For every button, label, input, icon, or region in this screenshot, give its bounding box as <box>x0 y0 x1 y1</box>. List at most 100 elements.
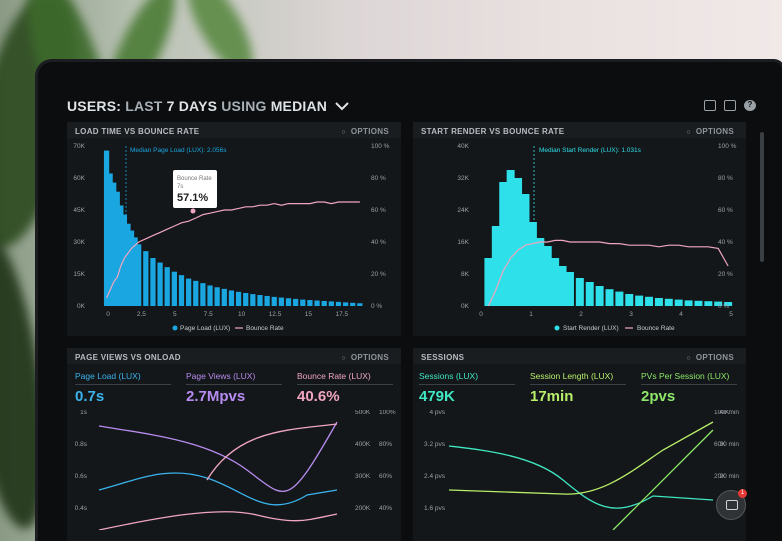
axis-tick-label: 200K <box>355 505 371 512</box>
axis-tick-label: 500K <box>355 410 371 416</box>
page-views-panel: PAGE VIEWS VS ONLOAD OPTIONS Page Load (… <box>67 348 401 541</box>
tooltip-sub: 7s <box>177 184 183 190</box>
chart-bar <box>314 300 320 306</box>
chart-bar <box>107 173 113 306</box>
axis-tick-label: 2.4 pvs <box>424 473 446 480</box>
axis-tick-label: 0K <box>77 303 86 310</box>
metric-value: 40.6% <box>297 388 340 405</box>
chart-bar <box>645 296 654 306</box>
chart-bar <box>136 244 142 306</box>
legend-bar: Start Render (LUX) <box>563 325 619 332</box>
chart-bar <box>654 298 663 306</box>
axis-tick-label: 100 % <box>371 143 390 150</box>
chart-bar <box>114 191 120 306</box>
chart-bar <box>121 214 128 306</box>
chart-bar <box>200 283 206 306</box>
chart-bar <box>694 300 703 306</box>
chart-bar <box>128 230 135 306</box>
chart-bar <box>521 194 530 306</box>
chart-bar <box>585 282 594 306</box>
header-icons: ? <box>704 100 756 111</box>
chart-bar <box>714 301 723 306</box>
chart-bar <box>150 258 156 306</box>
monitor-icon[interactable] <box>704 100 716 111</box>
axis-tick-label: 100K <box>714 410 730 416</box>
load-time-chart: Median Page Load (LUX): 2.056s Bounce Ra… <box>73 143 390 332</box>
options-button[interactable]: OPTIONS <box>341 353 389 362</box>
page-title[interactable]: USERS: LAST 7 DAYS USING MEDIAN <box>67 98 349 114</box>
chevron-down-icon[interactable] <box>335 98 349 114</box>
chart-bar <box>132 237 138 306</box>
tooltip: Bounce Rate 7s 57.1% <box>173 170 217 214</box>
chart-bar <box>625 294 634 306</box>
axis-tick-label: 4 <box>679 311 683 318</box>
title-using: USING <box>221 98 267 114</box>
axis-tick-label: 10 <box>238 311 246 318</box>
axis-tick-label: 60K <box>714 441 726 448</box>
chart-bar <box>111 182 117 306</box>
chart-bar <box>350 302 356 306</box>
metric-value: 0.7s <box>75 388 105 405</box>
chart-bar <box>257 295 263 306</box>
start-render-panel: START RENDER VS BOUNCE RATE OPTIONS Medi… <box>413 122 746 336</box>
chart-bar <box>321 300 327 306</box>
axis-tick-label: 5 <box>729 311 733 318</box>
chart-bar <box>684 300 693 306</box>
chart-bar <box>491 226 500 306</box>
legend: Start Render (LUX) Bounce Rate <box>554 325 675 332</box>
panel-title: PAGE VIEWS VS ONLOAD <box>75 353 181 362</box>
chart-bar <box>342 302 349 306</box>
sessions-chart: 4 pvs 3.2 pvs 2.4 pvs 1.6 pvs 100K 60K 20K 40 m… <box>424 410 739 530</box>
chart-bar <box>724 302 733 306</box>
load-time-panel: LOAD TIME VS BOUNCE RATE OPTIONS Median … <box>67 122 401 336</box>
chart-bar <box>235 291 242 306</box>
chat-button[interactable]: 1 <box>716 489 747 520</box>
options-button[interactable]: OPTIONS <box>686 353 734 362</box>
chart-bar <box>125 223 131 306</box>
metric-label: PVs Per Session (LUX) <box>641 371 730 381</box>
title-last: LAST <box>125 98 163 114</box>
chart-bar <box>207 285 213 306</box>
axis-tick-label: 17.5 <box>335 311 348 318</box>
metric-value: 479K <box>419 388 455 405</box>
chart-bar <box>551 258 560 306</box>
panel-title: START RENDER VS BOUNCE RATE <box>421 127 565 136</box>
chart-bar <box>157 262 163 306</box>
chart-bar <box>250 294 256 306</box>
legend-bar: Page Load (LUX) <box>180 325 230 332</box>
axis-tick-label: 400K <box>355 441 371 448</box>
chart-bar <box>536 238 545 306</box>
axis-tick-label: 80 % <box>718 175 733 182</box>
chart-bar <box>214 287 220 306</box>
axis-tick-label: 100% <box>379 410 396 416</box>
chart-bar <box>300 299 306 306</box>
chart-bar <box>278 297 284 306</box>
chart-bar <box>514 178 523 306</box>
axis-tick-label: 0K <box>461 303 470 310</box>
scrollbar[interactable] <box>760 132 764 262</box>
axis-tick-label: 16K <box>457 239 469 246</box>
axis-tick-label: 20 min <box>719 473 739 480</box>
axis-tick-label: 30 min <box>719 441 739 448</box>
chart-bar <box>615 291 624 306</box>
chart-bar <box>307 300 313 306</box>
chart-bar <box>103 150 110 306</box>
help-icon[interactable]: ? <box>744 100 756 111</box>
options-button[interactable]: OPTIONS <box>341 127 389 136</box>
axis-tick-label: 1s <box>80 410 88 416</box>
axis-tick-label: 2.5 <box>137 311 146 318</box>
export-icon[interactable] <box>724 100 736 111</box>
chart-bar <box>664 298 673 306</box>
axis-tick-label: 60 % <box>718 207 733 214</box>
options-button[interactable]: OPTIONS <box>686 127 734 136</box>
metric-label: Bounce Rate (LUX) <box>297 371 371 381</box>
chart-bar <box>565 272 574 306</box>
chart-bar <box>143 251 149 306</box>
median-marker-label: Median Start Render (LUX): 1.031s <box>539 147 642 154</box>
page-views-chart: 1s 0.8s 0.6s 0.4s 500K 400K 300K 200K 100% 80% 60%… <box>75 410 396 530</box>
chart-bar <box>605 289 614 306</box>
chart-bar <box>635 295 644 306</box>
axis-tick-label: 2 <box>579 311 583 318</box>
axis-tick-label: 0 <box>479 311 483 318</box>
axis-tick-label: 5 <box>173 311 177 318</box>
